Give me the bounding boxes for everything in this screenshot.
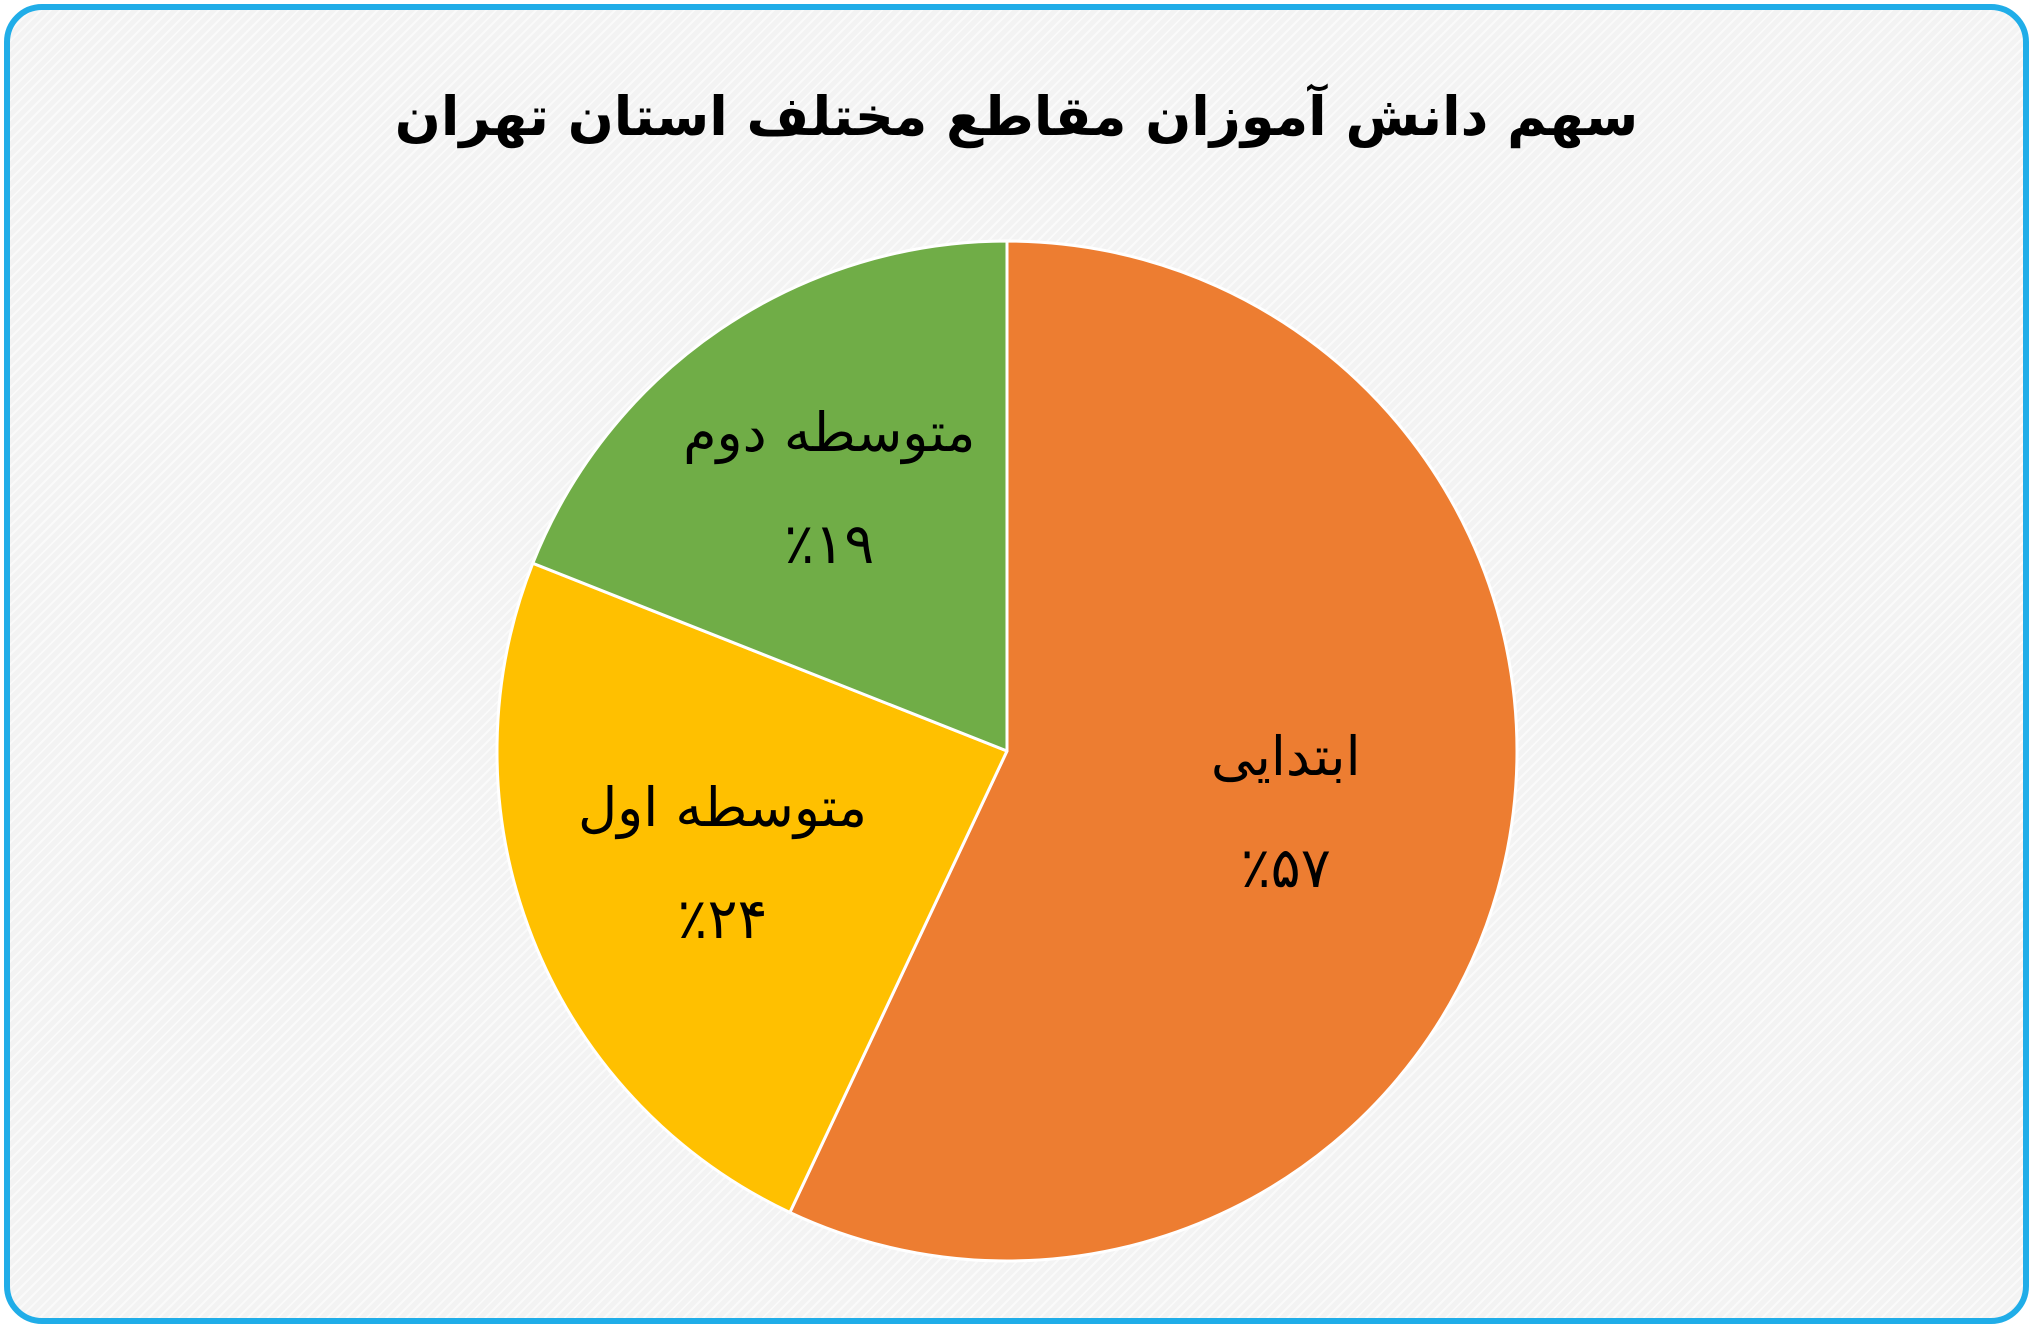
slice-value-label: ٪۱۹ xyxy=(784,512,875,578)
data-label-ebtedaei: ابتدایی ٪۵۷ xyxy=(1076,717,1496,909)
chart-title: سهم دانش آموزان مقاطع مختلف استان تهران xyxy=(394,85,1639,148)
pie-slice-ebtedaei xyxy=(788,239,1519,1263)
slice-name-label: متوسطه دوم xyxy=(683,401,976,465)
slice-value-label: ٪۵۷ xyxy=(1240,836,1331,902)
slice-name-label: ابتدایی xyxy=(1210,725,1361,789)
chart-frame: سهم دانش آموزان مقاطع مختلف استان تهران … xyxy=(4,4,2029,1324)
data-label-motevasete-aval: متوسطه اول ٪۲۴ xyxy=(512,768,932,960)
pie-chart xyxy=(495,239,1519,1263)
pie-slice-motevasete-dovom xyxy=(531,239,1009,753)
slice-value-label: ٪۲۴ xyxy=(677,886,768,952)
data-label-motevasete-dovom: متوسطه دوم ٪۱۹ xyxy=(619,393,1039,585)
pie-slice-motevasete-aval xyxy=(495,561,1009,1214)
slice-name-label: متوسطه اول xyxy=(577,775,868,839)
